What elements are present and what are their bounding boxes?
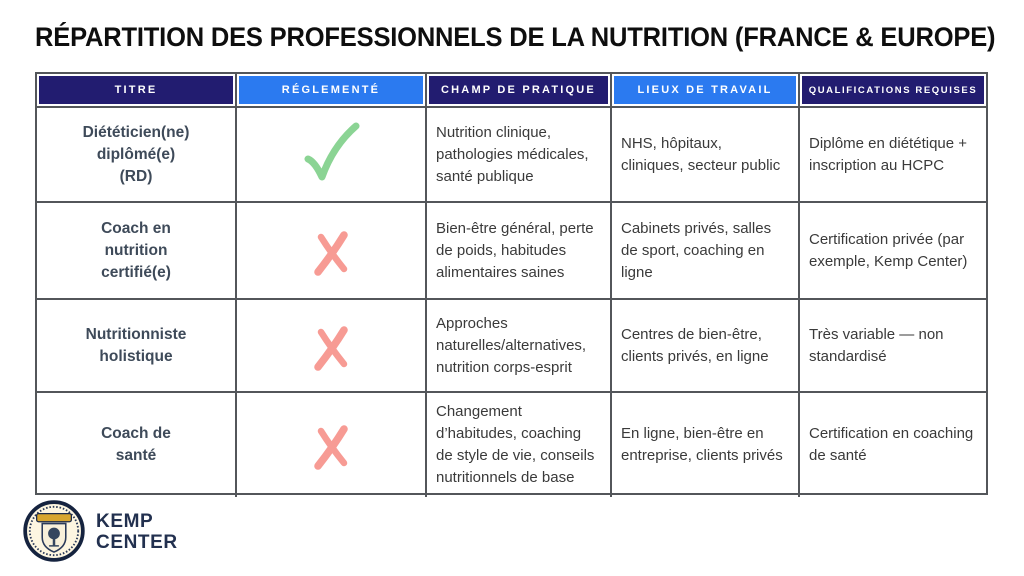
header-qualifications-requises: QUALIFICATIONS REQUISES [798,74,986,106]
professionals-table: TITRE RÉGLEMENTÉ CHAMP DE PRATIQUE LIEUX… [35,72,988,497]
logo-line2: CENTER [96,532,178,553]
scope-cell: Approches naturelles/alternatives, nutri… [425,300,610,391]
table-row-dieteticien: Diététicien(ne) diplômé(e) (RD) Nutritio… [37,106,986,201]
cross-icon [314,425,348,470]
header-champ-de-pratique: CHAMP DE PRATIQUE [425,74,610,106]
cross-icon [314,230,348,276]
cross-icon [314,325,348,371]
qualifications-cell: Certification privée (par exemple, Kemp … [798,203,986,298]
table-header-row: TITRE RÉGLEMENTÉ CHAMP DE PRATIQUE LIEUX… [37,74,986,106]
profession-title: Coach en nutrition certifié(e) [101,219,171,281]
profession-title: Nutritionniste holistique [85,325,187,365]
scope-cell: Bien-être général, perte de poids, habit… [425,203,610,298]
workplaces-cell: NHS, hôpitaux, cliniques, secteur public [610,108,798,201]
scope-cell: Changement d’habitudes, coaching de styl… [425,393,610,497]
kemp-center-wordmark: KEMP CENTER [96,511,178,553]
profession-title: Diététicien(ne) diplômé(e) (RD) [82,123,190,185]
scope-cell: Nutrition clinique, pathologies médicale… [425,108,610,201]
logo-line1: KEMP [96,511,154,532]
table-row-coach-sante: Coach de santé Changement d’habitudes, c… [37,391,986,497]
regulated-status [235,300,425,391]
page-title: RÉPARTITION DES PROFESSIONNELS DE LA NUT… [35,22,996,52]
workplaces-cell: Cabinets privés, salles de sport, coachi… [610,203,798,298]
workplaces-cell: En ligne, bien-être en entreprise, clien… [610,393,798,497]
qualifications-cell: Diplôme en diététique + inscription au H… [798,108,986,201]
qualifications-cell: Certification en coaching de santé [798,393,986,497]
regulated-status [235,393,425,497]
kemp-center-logo: KEMP CENTER [23,500,178,562]
header-lieux-de-travail: LIEUX DE TRAVAIL [610,74,798,106]
header-titre: TITRE [37,74,235,106]
workplaces-cell: Centres de bien-être, clients privés, en… [610,300,798,391]
header-reglemente: RÉGLEMENTÉ [235,74,425,106]
profession-title: Coach de santé [101,425,171,464]
table-row-coach-nutrition: Coach en nutrition certifié(e) Bien-être… [37,201,986,298]
kemp-center-badge-icon [23,500,85,562]
regulated-status [235,203,425,298]
table-row-nutritionniste-holistique: Nutritionniste holistique Approches natu… [37,298,986,391]
qualifications-cell: Très variable — non standardisé [798,300,986,391]
check-icon [304,122,360,180]
regulated-status [235,108,425,201]
